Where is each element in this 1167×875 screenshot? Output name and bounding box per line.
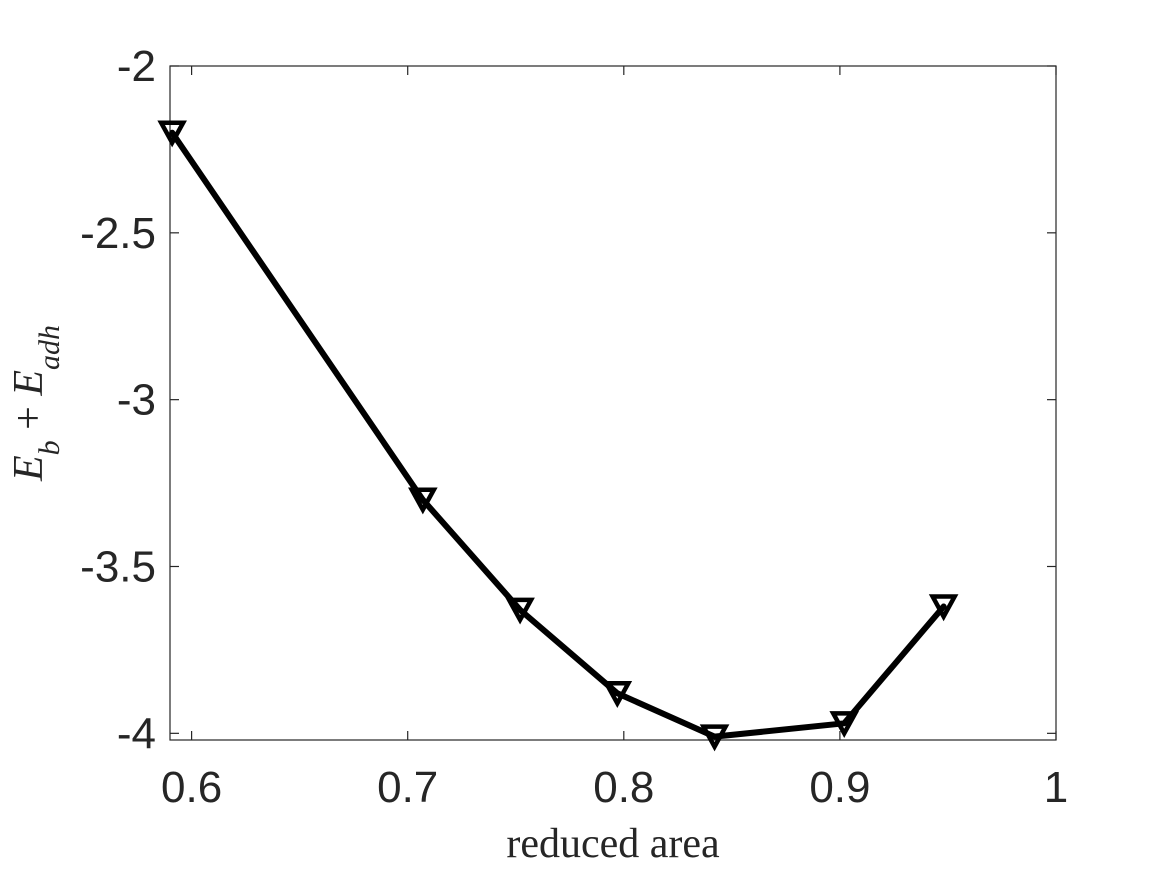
x-axis-label: reduced area [506,821,720,867]
plot-area [169,65,1057,741]
y-tick-label: -3.5 [80,542,156,591]
x-tick-label: 0.8 [593,763,654,812]
x-tick-label: 0.9 [809,763,870,812]
x-tick-label: 1 [1044,763,1068,812]
data-point-marker [829,711,860,738]
y-tick-label: -4 [117,709,156,758]
data-point-marker [602,681,633,708]
data-point-marker [928,594,959,622]
data-point-marker [505,597,535,625]
y-axis-label-part: E [6,455,52,482]
data-point-marker [699,724,730,752]
y-tick-label: -2.5 [80,209,156,258]
tick-labels: 0.6 0.7 0.8 0.9 1 -4 -3.5 -3 -2.5 -2 [80,42,1068,812]
axis-ticks [170,65,1057,740]
y-tick-label: -3 [117,376,156,425]
x-tick-label: 0.6 [161,763,222,812]
y-axis-label-part: + [6,396,52,441]
data-point-marker [408,487,438,515]
y-tick-label: -2 [117,42,156,91]
data-point-marker [157,120,187,148]
y-axis-label-part: b [33,440,66,455]
x-tick-label: 0.7 [377,763,438,812]
y-axis-label: Eb + Eadh [6,325,66,482]
y-axis-label-part: E [6,370,52,397]
series-layer [157,120,959,752]
series-line [169,129,947,740]
y-axis-label-part: adh [33,325,66,370]
